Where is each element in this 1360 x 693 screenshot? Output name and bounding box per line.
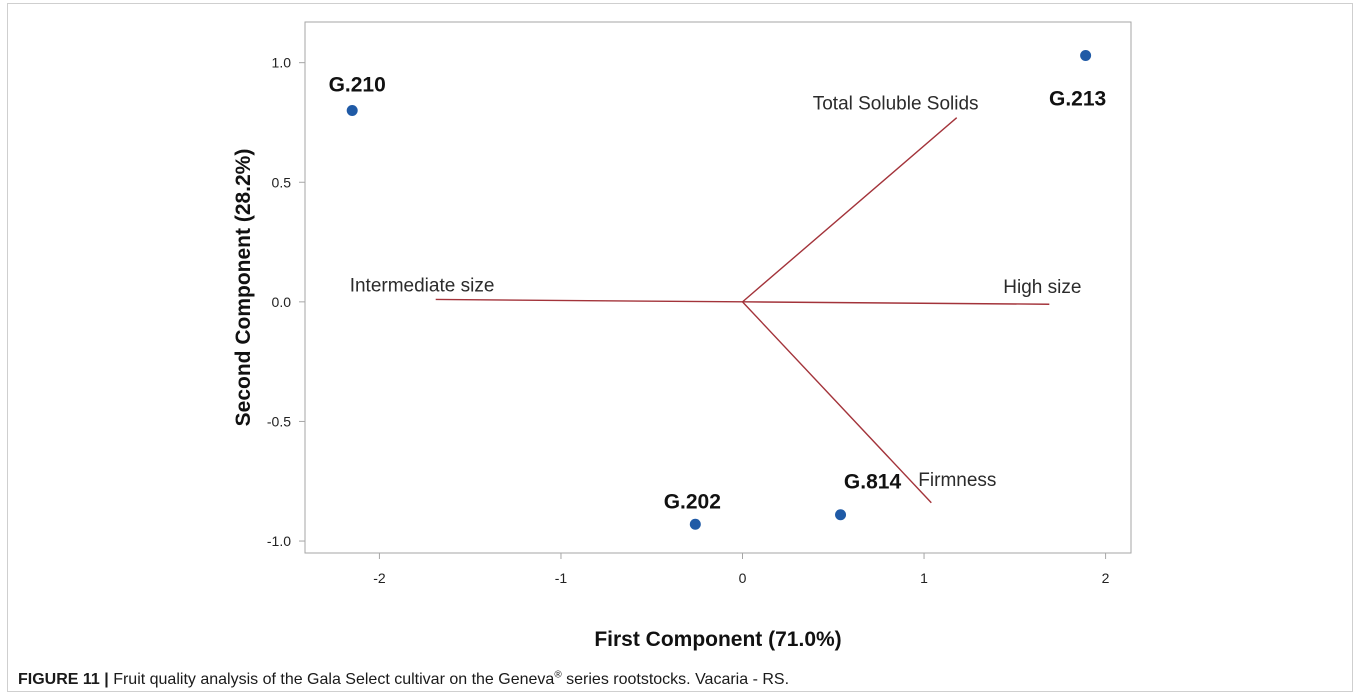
y-tick-label: -1.0 [267, 533, 291, 549]
loading-vector-line [742, 117, 958, 303]
loading-vector-line [435, 298, 743, 303]
figure-caption: FIGURE 11 | Fruit quality analysis of th… [18, 670, 789, 690]
y-tick-label: 0.5 [272, 174, 292, 190]
y-tick-label: 0.0 [272, 294, 292, 310]
x-tick-label: 2 [1102, 570, 1110, 586]
score-point [835, 509, 847, 521]
registered-mark: ® [554, 669, 562, 681]
score-point-label: G.210 [329, 74, 386, 97]
plot-area-frame [304, 21, 1132, 554]
x-tick-label: -1 [555, 570, 568, 586]
loading-vector-label: Total Soluble Solids [813, 94, 979, 115]
figure-frame [7, 3, 1353, 692]
score-points: G.210 G.213 G.202 G.814 [329, 49, 1106, 530]
x-axis-title: First Component (71.0%) [594, 628, 841, 651]
y-axis-title: Second Component (28.2%) [232, 149, 255, 427]
y-tick-label: -0.5 [267, 413, 291, 429]
y-tick-label: 1.0 [272, 55, 292, 71]
caption-text: Fruit quality analysis of the Gala Selec… [113, 671, 555, 688]
score-point [689, 518, 701, 530]
loading-vector-label: High size [1003, 277, 1081, 298]
biplot-chart: -2 -1 0 1 2 1.0 0.5 0.0 -0.5 -1.0 Total Soluble S… [232, 21, 1132, 651]
loading-vector-line [742, 301, 1050, 305]
caption-label: FIGURE 11 | [18, 671, 109, 688]
score-point-label: G.213 [1049, 87, 1106, 110]
score-point [1080, 49, 1092, 61]
x-tick-label: 0 [739, 570, 747, 586]
loading-vector-label: Intermediate size [350, 275, 495, 296]
loading-vector-line [741, 301, 932, 504]
score-point-label: G.814 [844, 471, 902, 494]
x-tick-label: 1 [920, 570, 928, 586]
x-tick-label: -2 [373, 570, 386, 586]
loading-vector-label: Firmness [918, 470, 996, 491]
score-point-label: G.202 [664, 490, 721, 513]
axis-ticks: -2 -1 0 1 2 1.0 0.5 0.0 -0.5 -1.0 [267, 55, 1110, 586]
caption-text-end: series rootstocks. Vacaria - RS. [561, 671, 790, 688]
loading-vectors: Total Soluble Solids High size Intermediat… [350, 94, 1081, 504]
score-point [346, 105, 358, 116]
